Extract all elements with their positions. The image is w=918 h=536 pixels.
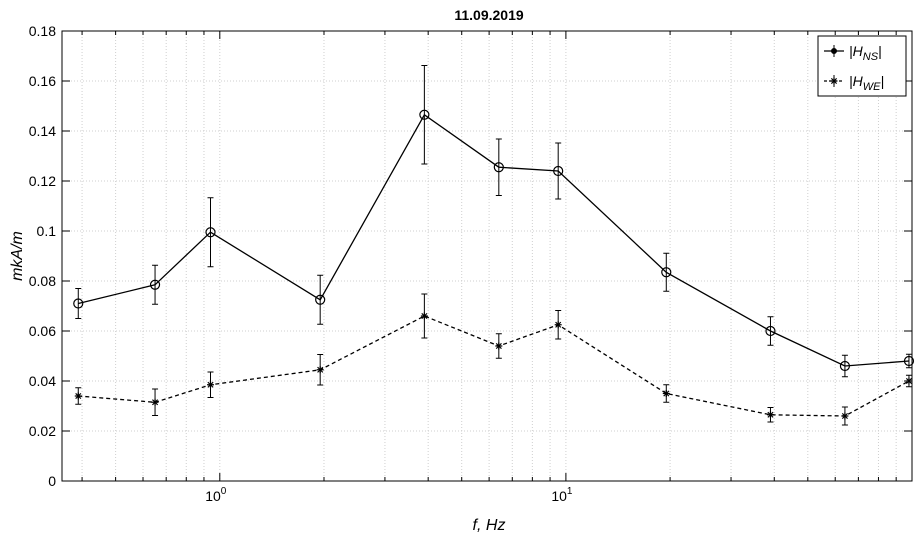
data-point xyxy=(903,355,915,367)
chart-title: 11.09.2019 xyxy=(454,7,524,23)
plot-frame xyxy=(61,30,913,482)
data-point xyxy=(315,294,326,305)
y-tick-label: 0.1 xyxy=(37,223,57,239)
star-marker-stroke xyxy=(207,381,214,388)
error-bar xyxy=(317,274,324,325)
y-tick-label: 0.14 xyxy=(29,123,56,139)
y-tick-label: 0.04 xyxy=(29,373,56,389)
star-marker-stroke xyxy=(75,392,82,400)
y-tick-label: 0.12 xyxy=(29,173,56,189)
star-marker-stroke xyxy=(555,321,562,328)
star-marker-stroke xyxy=(830,77,838,85)
data-point xyxy=(766,411,774,419)
star-marker-stroke xyxy=(151,399,159,406)
data-point xyxy=(839,360,851,372)
data-point xyxy=(205,227,216,238)
x-tick-label: 100 xyxy=(205,486,227,504)
star-marker-stroke xyxy=(767,411,774,418)
data-point xyxy=(905,377,913,385)
data-point xyxy=(661,267,672,278)
grid xyxy=(62,30,913,482)
data-point xyxy=(74,392,82,400)
error-bar xyxy=(663,252,670,292)
data-point xyxy=(495,342,503,350)
legend: |HNS| |HWE| xyxy=(817,35,907,97)
data-point xyxy=(73,298,84,309)
legend-label: |HNS| xyxy=(849,43,882,63)
error-bar xyxy=(841,354,848,378)
star-marker-stroke xyxy=(905,377,913,385)
error-bar xyxy=(152,264,159,305)
legend-marker xyxy=(831,48,837,54)
y-axis-title: mkA/m xyxy=(9,231,26,281)
x-tick-label: 101 xyxy=(551,486,573,504)
x-axis-title: f, Hz xyxy=(473,517,506,534)
data-point xyxy=(841,412,849,420)
error-bar xyxy=(555,142,562,200)
data-point xyxy=(493,162,504,173)
error-bar xyxy=(207,197,214,268)
star-marker-stroke xyxy=(841,412,848,420)
data-point xyxy=(554,321,562,329)
y-tick-label: 0 xyxy=(48,473,56,489)
data-point xyxy=(419,109,430,120)
data-point xyxy=(662,390,670,397)
star-marker-stroke xyxy=(317,366,324,373)
error-bar xyxy=(767,316,774,346)
data-point xyxy=(765,325,776,337)
data-point xyxy=(206,381,214,389)
data-point xyxy=(420,312,428,320)
legend-item: |HNS| xyxy=(824,43,882,63)
y-tick-label: 0.16 xyxy=(29,73,56,89)
star-marker-stroke xyxy=(421,312,428,320)
data-point xyxy=(149,279,161,290)
y-tick-label: 0.18 xyxy=(29,23,56,39)
legend-item: |HWE| xyxy=(824,73,884,93)
star-marker-stroke xyxy=(495,342,502,350)
data-point xyxy=(316,366,324,374)
data-point xyxy=(553,165,564,177)
star-marker-stroke xyxy=(663,390,670,397)
axes: 0 0.02 0.04 0.06 0.08 0.1 0.12 0.14 0.16 0.18 100 1… xyxy=(29,23,913,504)
data-point xyxy=(151,398,159,406)
y-tick-label: 0.02 xyxy=(29,423,56,439)
series-ns xyxy=(73,65,915,378)
legend-label: |HWE| xyxy=(849,73,884,93)
error-bar xyxy=(75,288,82,319)
legend-box xyxy=(817,35,907,97)
plot-area xyxy=(62,31,912,481)
y-tick-label: 0.06 xyxy=(29,323,56,339)
series xyxy=(73,65,915,426)
error-bar xyxy=(495,138,502,196)
y-tick-label: 0.08 xyxy=(29,273,56,289)
series-we xyxy=(74,293,913,426)
error-bar xyxy=(421,65,428,165)
